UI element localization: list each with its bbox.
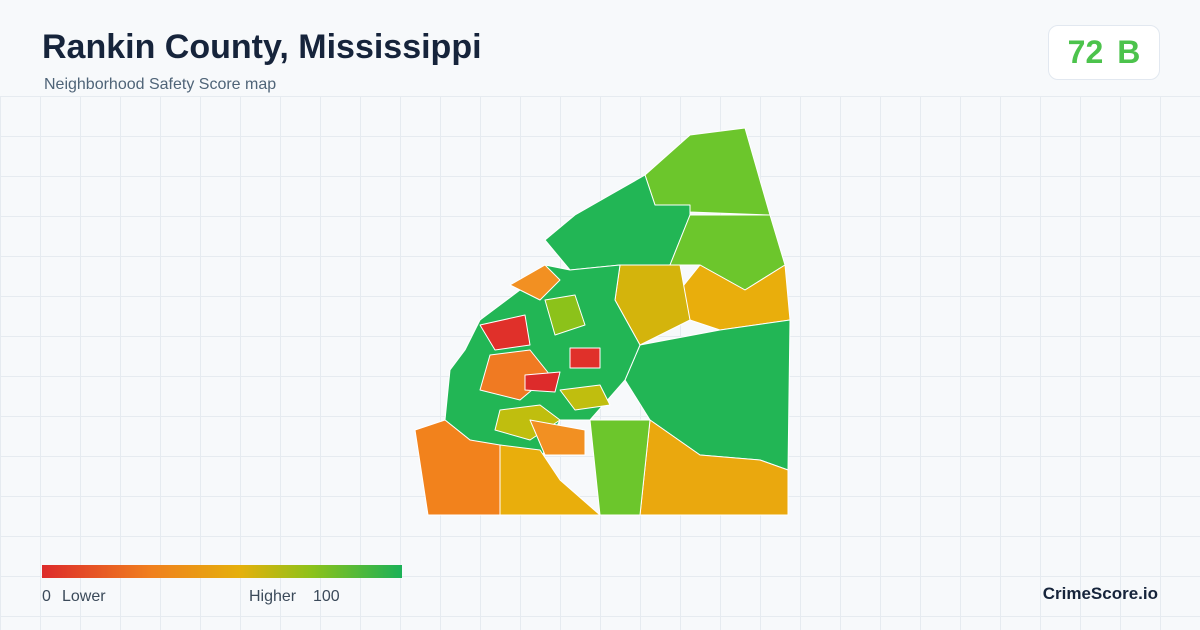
- subtitle: Neighborhood Safety Score map: [44, 76, 277, 93]
- region: [479, 314, 531, 351]
- header: [0, 0, 1200, 97]
- score-value: 72: [1067, 34, 1104, 70]
- region: [499, 444, 601, 516]
- region: [529, 419, 586, 456]
- legend-min: 0: [42, 588, 51, 605]
- region: [569, 347, 601, 369]
- title: Rankin County, Mississippi: [42, 28, 482, 66]
- region: [544, 294, 586, 336]
- score-badge: 72 B: [1048, 25, 1160, 80]
- legend-gradient: [42, 565, 402, 578]
- score-grade: B: [1117, 34, 1141, 70]
- region: [524, 371, 561, 393]
- region: [589, 419, 651, 516]
- region: [559, 384, 611, 411]
- region: [509, 264, 561, 301]
- legend-min-label: Lower: [62, 588, 106, 605]
- legend-max-label: Higher: [249, 588, 297, 605]
- region: [644, 127, 771, 216]
- legend-max: 100: [313, 588, 340, 605]
- brand: CrimeScore.io: [1042, 584, 1158, 603]
